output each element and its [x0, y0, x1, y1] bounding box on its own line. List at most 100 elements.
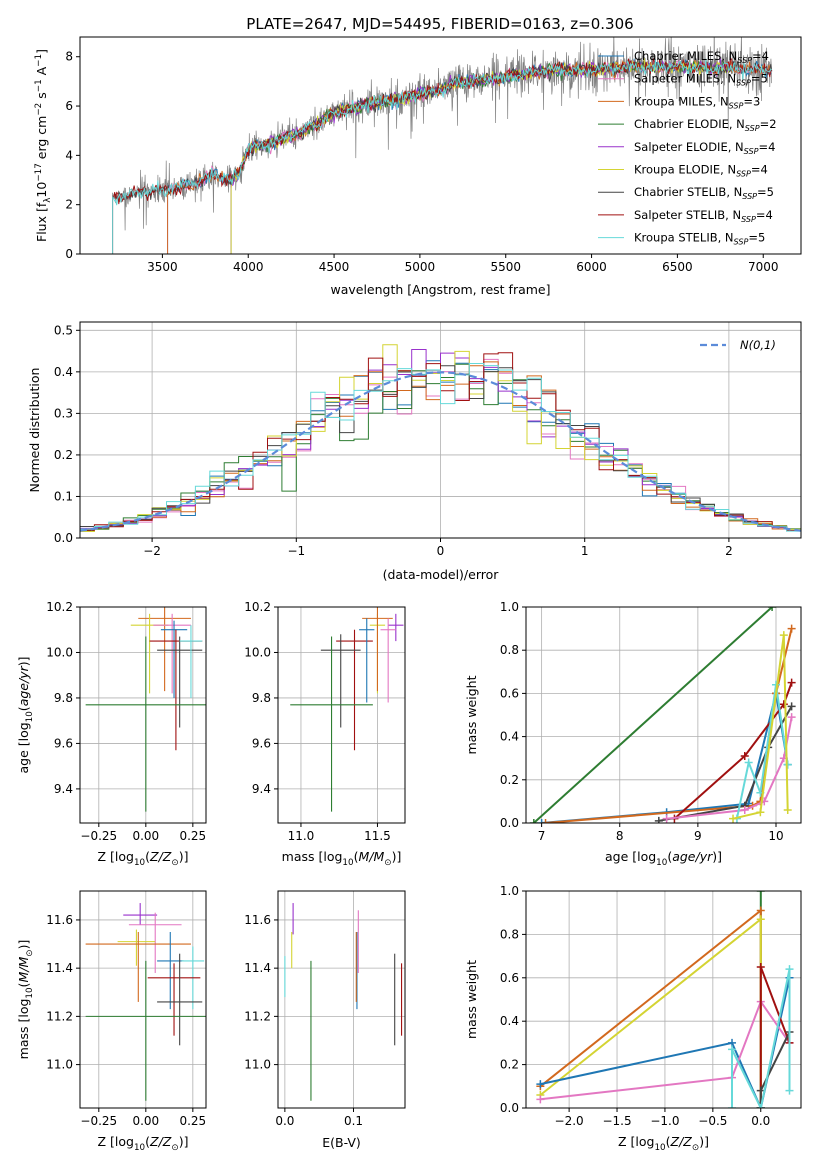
- y-tick-label: 0.4: [500, 730, 519, 744]
- weight-marker: [654, 816, 663, 823]
- y-tick-label: 9.6: [54, 736, 73, 750]
- mass-weight-vs-metallicity-panel: −2.0 −1.5 −1.0 −0.5 0.0 0.0 0.2 0.4 0.6 0.8 1.0 Z […: [464, 884, 802, 1153]
- errorbar-kroupa-miles: [85, 931, 191, 1002]
- weight-marker: [536, 1080, 545, 1089]
- weight-series-chabrier-elodie: [529, 607, 777, 823]
- weight-marker: [787, 678, 796, 687]
- p-massz-x-axis-label: Z [log10(Z/Z⊙)]: [98, 1134, 189, 1153]
- x-tick-label: 0.25: [179, 1114, 206, 1128]
- errorbar-kroupa-stelib: [179, 625, 203, 698]
- errorbar-chabrier-stelib: [157, 636, 203, 728]
- model-spectrum-kroupa-stelib: [112, 58, 772, 254]
- mass-weight-vs-age-panel: 7 8 9 10 0.0 0.2 0.4 0.6 0.8 1.0 age [log10(age/yr…: [464, 600, 802, 868]
- grid-lines: [278, 891, 405, 1108]
- axes-frame: [79, 36, 802, 255]
- histogram-kroupa-stelib: [80, 363, 801, 532]
- weight-marker: [756, 915, 765, 924]
- x-tick-label: 7000: [748, 260, 779, 274]
- y-tick-label: 0.1: [54, 489, 73, 503]
- extinction-x-axis-label: E(B-V): [322, 1135, 361, 1150]
- weight-marker: [740, 806, 749, 815]
- errorbar-chabrier-stelib: [157, 953, 203, 1046]
- axes-frame: [277, 890, 406, 1109]
- y-tick-label: 1.0: [500, 600, 519, 614]
- y-tick-label: 11.6: [46, 913, 73, 927]
- mass-vs-extinction-panel: 0.0 0.1 11.0 11.2 11.4 11.6 E(B-V): [244, 890, 406, 1150]
- axes-frame: [79, 890, 207, 1109]
- y-tick-label: 0.6: [500, 971, 519, 985]
- model-spectrum-chabrier-elodie: [230, 59, 730, 254]
- x-tick-label: 11.0: [288, 829, 315, 843]
- x-tick-label: 0.25: [179, 829, 206, 843]
- p-mwz-y-axis-label: mass weight: [464, 960, 479, 1039]
- legend-label-kroupa-stelib: Kroupa STELIB, NSSP=5: [634, 231, 765, 247]
- residual-histogram-panel: −2 −1 0 1 2 0.0 0.1 0.2 0.3 0.4 0.5 (data-model)/er…: [27, 321, 802, 582]
- weight-line: [731, 968, 791, 1108]
- y-tick-label: 0.2: [54, 448, 73, 462]
- p-massz-y-axis-label: mass [log10(M/M⊙)]: [16, 940, 35, 1060]
- x-tick-label: 0.0: [275, 1114, 294, 1128]
- weight-marker: [541, 819, 550, 823]
- weight-marker: [537, 819, 546, 823]
- y-tick-label: 0.0: [54, 531, 73, 545]
- weight-marker: [756, 808, 765, 817]
- y-tick-label: 6: [65, 99, 73, 113]
- y-tick-label: 10.2: [46, 600, 73, 614]
- weight-marker: [783, 806, 792, 815]
- y-tick-label: 0.0: [500, 816, 519, 830]
- weight-marker: [787, 713, 796, 722]
- histogram-x-axis-label: (data-model)/error: [383, 567, 500, 582]
- weight-marker: [756, 891, 765, 895]
- y-tick-label: 9.6: [252, 736, 271, 750]
- mass-vs-metallicity-panel: −0.25 0.00 0.25 11.0 11.2 11.4 11.6 Z [log10(Z/…: [16, 890, 207, 1153]
- p-mwage-x-axis-label: age [log10(age/yr)]: [605, 849, 722, 868]
- y-tick-label: 11.0: [244, 1058, 271, 1072]
- legend-label-chabrier-miles: Chabrier MILES, NSSP=4: [634, 49, 769, 65]
- plot-area: [85, 607, 206, 812]
- x-tick-label: 1: [581, 544, 589, 558]
- axes: 3500 4000 4500 5000 5500 6000 6500 7000 0 2 4 6 8 wav…: [34, 36, 802, 297]
- errorbar-chabrier-elodie: [85, 960, 206, 1101]
- x-tick-label: 5500: [490, 260, 521, 274]
- axes-frame: [277, 606, 406, 824]
- axes-frame: [525, 890, 802, 1109]
- x-tick-label: 6000: [576, 260, 607, 274]
- errorbar-salpeter-elodie: [123, 903, 158, 925]
- y-tick-label: 2: [65, 198, 73, 212]
- spectrum-y-axis-label: Flux [fλ10−17 erg cm−2 s−1 A−1]: [34, 49, 53, 242]
- y-tick-label: 1.0: [500, 884, 519, 898]
- errorbar-chabrier-elodie: [290, 636, 373, 812]
- plot-area: [80, 344, 801, 532]
- legend-label-gaussian: N(0,1): [740, 338, 776, 352]
- plot-area: [536, 891, 794, 1108]
- x-tick-label: 10: [768, 829, 783, 843]
- y-tick-label: 11.4: [244, 961, 271, 975]
- y-tick-label: 8: [65, 50, 73, 64]
- y-tick-label: 0.4: [500, 1014, 519, 1028]
- weight-marker: [536, 1095, 545, 1104]
- weight-marker: [785, 965, 794, 974]
- errorbar-salpeter-miles: [380, 618, 396, 703]
- x-tick-label: 5000: [405, 260, 436, 274]
- figure-title: PLATE=2647, MJD=54495, FIBERID=0163, z=0…: [246, 15, 633, 33]
- y-tick-label: 11.2: [244, 1009, 271, 1023]
- axes-frame: [79, 606, 207, 824]
- x-tick-label: 0.0: [751, 1114, 770, 1128]
- age-vs-metallicity-panel: −0.25 0.00 0.25 9.4 9.6 9.8 10.0 10.2 Z [log10(Z…: [16, 600, 207, 868]
- y-tick-label: 0.3: [54, 406, 73, 420]
- axes: 0.0 0.1 11.0 11.2 11.4 11.6: [244, 890, 406, 1128]
- x-tick-label: −2: [143, 544, 161, 558]
- y-tick-label: 10.2: [244, 600, 271, 614]
- weight-marker: [744, 758, 753, 767]
- weight-series-kroupa-stelib: [728, 965, 794, 1108]
- y-tick-label: 0.6: [500, 686, 519, 700]
- p-mwz-x-axis-label: Z [log10(Z/Z⊙)]: [618, 1134, 709, 1153]
- y-tick-label: 0.5: [54, 323, 73, 337]
- spectrum-x-axis-label: wavelength [Angstrom, rest frame]: [330, 282, 550, 297]
- y-tick-label: 11.4: [46, 961, 73, 975]
- weight-line: [732, 634, 789, 820]
- legend-label-salpeter-elodie: Salpeter ELODIE, NSSP=4: [634, 140, 775, 156]
- weight-series-salpeter-stelib: [670, 678, 796, 823]
- legend-label-chabrier-stelib: Chabrier STELIB, NSSP=5: [634, 185, 774, 201]
